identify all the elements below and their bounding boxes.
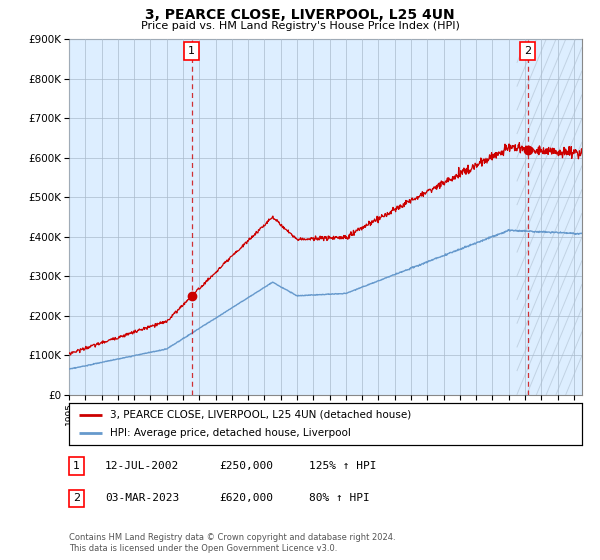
Text: 3, PEARCE CLOSE, LIVERPOOL, L25 4UN: 3, PEARCE CLOSE, LIVERPOOL, L25 4UN — [145, 8, 455, 22]
Text: 2: 2 — [524, 46, 531, 56]
Text: £250,000: £250,000 — [219, 461, 273, 471]
Text: Price paid vs. HM Land Registry's House Price Index (HPI): Price paid vs. HM Land Registry's House … — [140, 21, 460, 31]
Text: 125% ↑ HPI: 125% ↑ HPI — [309, 461, 377, 471]
Text: 1: 1 — [73, 461, 80, 471]
Bar — [517, 39, 582, 395]
Text: 2: 2 — [73, 493, 80, 503]
Text: 1: 1 — [188, 46, 195, 56]
Text: 03-MAR-2023: 03-MAR-2023 — [105, 493, 179, 503]
Text: 3, PEARCE CLOSE, LIVERPOOL, L25 4UN (detached house): 3, PEARCE CLOSE, LIVERPOOL, L25 4UN (det… — [110, 410, 411, 420]
Text: Contains HM Land Registry data © Crown copyright and database right 2024.
This d: Contains HM Land Registry data © Crown c… — [69, 533, 395, 553]
Bar — [517, 39, 582, 395]
Text: £620,000: £620,000 — [219, 493, 273, 503]
Text: 80% ↑ HPI: 80% ↑ HPI — [309, 493, 370, 503]
Text: 12-JUL-2002: 12-JUL-2002 — [105, 461, 179, 471]
Text: HPI: Average price, detached house, Liverpool: HPI: Average price, detached house, Live… — [110, 428, 351, 438]
